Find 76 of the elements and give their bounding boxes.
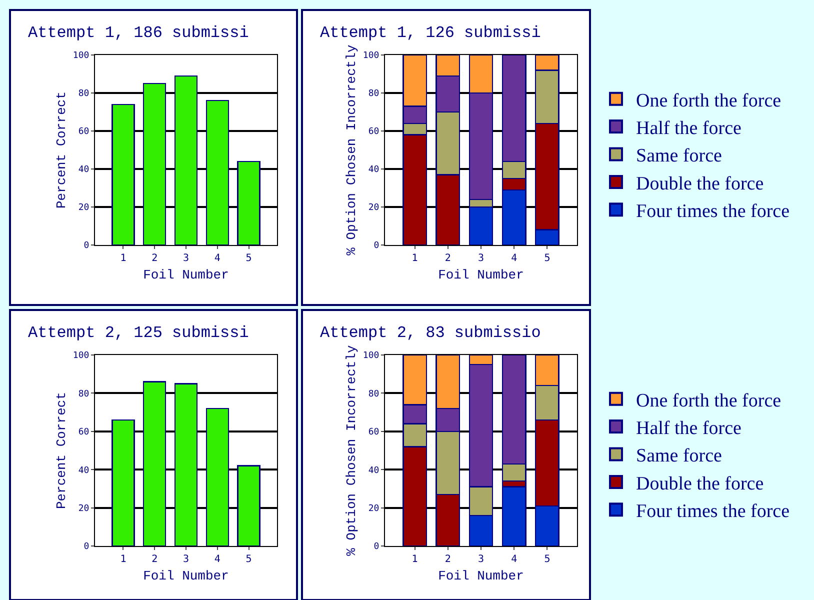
x-tick-label: 4 (511, 554, 518, 565)
x-tick-label: 4 (214, 253, 220, 264)
legend-label: Double the force (636, 173, 764, 194)
bar (143, 381, 166, 546)
x-tick-label: 2 (444, 253, 451, 264)
x-tick-label: 5 (246, 554, 252, 565)
x-tick-label: 2 (444, 554, 451, 565)
y-tick-label: 60 (368, 127, 380, 138)
legend-label: Four times the force (636, 201, 790, 222)
y-tick-label: 0 (84, 241, 90, 252)
legend-label: Double the force (636, 473, 764, 494)
y-tick-label: 0 (84, 542, 90, 552)
legend-label: Four times the force (636, 501, 790, 522)
x-tick-label: 2 (152, 554, 158, 565)
y-tick-label: 100 (72, 51, 90, 62)
chart-title: Attempt 2, 83 submissio (320, 324, 541, 342)
y-tick-label: 80 (368, 389, 380, 400)
y-tick-label: 20 (78, 203, 90, 214)
y-tick-label: 40 (368, 165, 380, 176)
y-tick-label: 100 (362, 351, 380, 362)
bar (174, 383, 198, 546)
legend-label: One forth the force (636, 90, 782, 112)
y-tick-label: 60 (78, 127, 90, 138)
bar (112, 104, 135, 245)
y-tick-label: 20 (368, 203, 380, 214)
y-tick-label: 100 (72, 351, 90, 362)
legend-label: Half the force (636, 418, 742, 439)
x-tick-label: 1 (412, 253, 418, 264)
bar (237, 160, 260, 245)
x-tick-label: 4 (214, 554, 220, 565)
x-tick-label: 5 (544, 253, 550, 264)
x-tick-label: 2 (152, 253, 158, 264)
bar (237, 465, 260, 546)
chart-title: Attempt 1, 186 submissi (28, 24, 249, 42)
y-tick-label: 60 (78, 428, 90, 438)
y-tick-label: 0 (374, 542, 380, 552)
legend-label: One forth the force (636, 390, 782, 412)
legend-label: Same force (636, 446, 722, 467)
y-tick-label: 100 (362, 51, 380, 62)
bar (112, 419, 135, 546)
x-tick-label: 1 (120, 253, 126, 264)
chart-title: Attempt 2, 125 submissi (28, 324, 249, 342)
y-tick-label: 20 (368, 504, 380, 514)
bar (206, 100, 229, 245)
x-tick-label: 1 (120, 554, 126, 565)
y-axis-title: Percent Correct (54, 392, 69, 510)
x-tick-label: 4 (511, 253, 518, 264)
y-tick-label: 60 (368, 428, 380, 438)
x-tick-label: 1 (412, 554, 418, 565)
legend-label: Half the force (636, 118, 742, 139)
x-tick-label: 5 (246, 253, 252, 264)
x-tick-label: 3 (182, 253, 190, 264)
bar (143, 82, 166, 245)
y-axis-title: Percent Correct (54, 91, 69, 209)
y-tick-label: 80 (78, 89, 90, 100)
x-axis-title: Foil Number (438, 268, 524, 283)
y-axis-title: % Option Chosen Incorrectly (344, 344, 359, 556)
legend-label: Same force (636, 146, 722, 167)
x-tick-label: 3 (478, 253, 484, 264)
y-tick-label: 40 (368, 466, 380, 476)
chart-title: Attempt 1, 126 submissi (320, 24, 541, 42)
bar (174, 75, 198, 245)
x-axis-title: Foil Number (438, 568, 524, 584)
y-tick-label: 0 (374, 241, 380, 252)
x-tick-label: 3 (182, 554, 190, 565)
y-tick-label: 40 (78, 466, 90, 476)
x-tick-label: 5 (544, 554, 550, 565)
bar (206, 408, 229, 546)
x-tick-label: 3 (478, 554, 484, 565)
x-axis-title: Foil Number (143, 268, 229, 283)
x-axis-title: Foil Number (143, 568, 229, 584)
y-tick-label: 40 (78, 165, 90, 176)
y-tick-label: 80 (368, 89, 380, 100)
y-axis-title: % Option Chosen Incorrectly (344, 44, 359, 256)
y-tick-label: 80 (78, 389, 90, 400)
y-tick-label: 20 (78, 504, 90, 514)
